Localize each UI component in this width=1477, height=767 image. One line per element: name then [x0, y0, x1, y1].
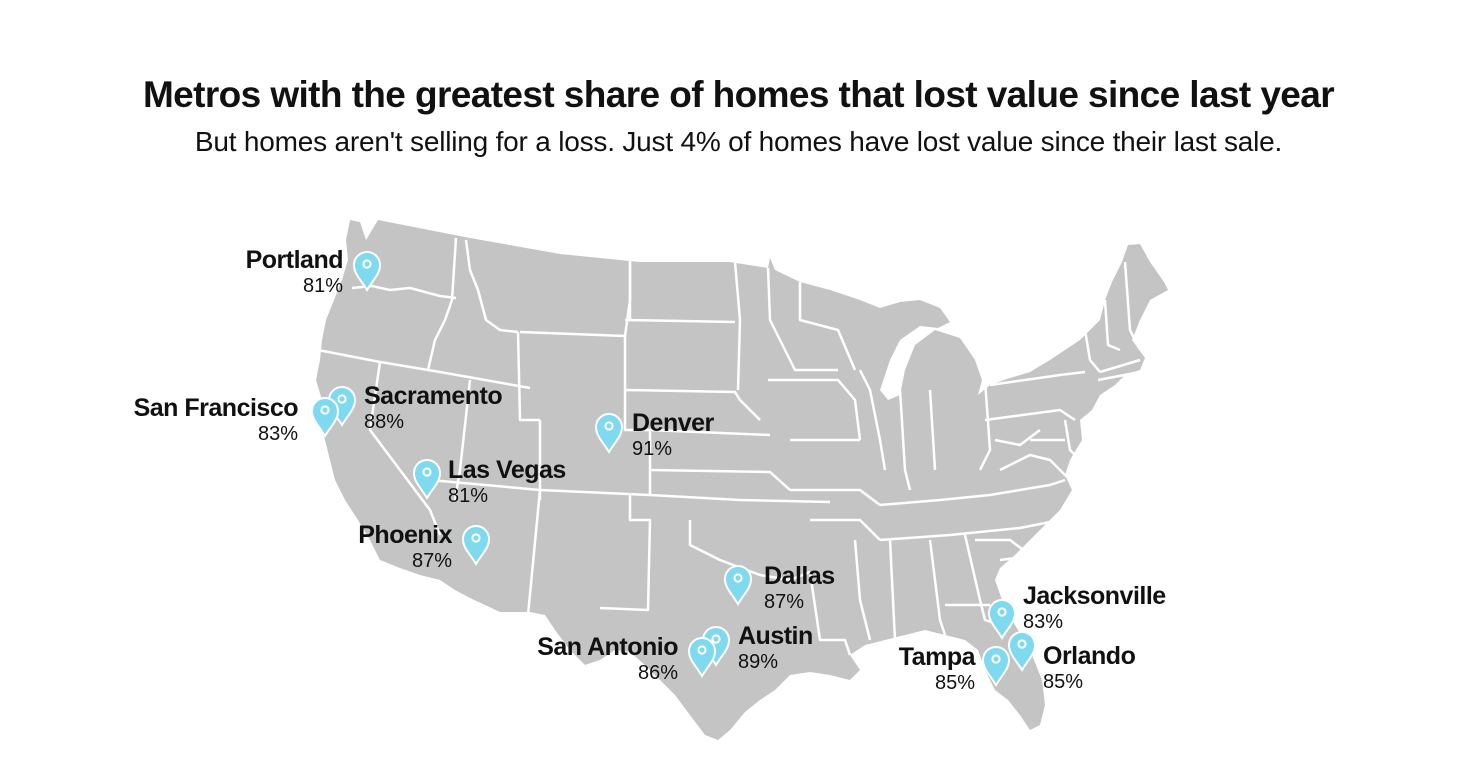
metro-value: 85% — [1043, 671, 1084, 693]
metro-name: San Francisco — [133, 394, 299, 422]
metro-name: Orlando — [1043, 642, 1136, 670]
map-pin-icon-portland[interactable] — [352, 250, 382, 292]
map-pin-icon-las-vegas[interactable] — [412, 458, 442, 500]
map-pin-icon-san-francisco[interactable] — [310, 396, 340, 438]
metro-label-san-antonio: San Antonio 86% — [450, 633, 678, 684]
metro-label-tampa: Tampa 85% — [850, 643, 976, 694]
page-title: Metros with the greatest share of homes … — [142, 74, 1335, 115]
metro-label-austin: Austin 89% — [738, 622, 813, 673]
state-borders — [317, 237, 1142, 656]
page-subtitle: But homes aren't selling for a loss. Jus… — [194, 126, 1283, 157]
map-pin-icon-san-antonio[interactable] — [687, 636, 717, 678]
metro-name: Denver — [632, 409, 714, 437]
metro-name: Tampa — [898, 643, 976, 671]
metro-label-las-vegas: Las Vegas 81% — [448, 456, 566, 507]
metro-value: 87% — [764, 591, 805, 613]
map-pin-icon-dallas[interactable] — [723, 564, 753, 606]
map-pin-icon-phoenix[interactable] — [461, 524, 491, 566]
metro-name: Austin — [738, 622, 813, 650]
metro-label-dallas: Dallas 87% — [764, 562, 835, 613]
metro-value: 83% — [1023, 611, 1064, 633]
metro-value: 81% — [448, 485, 489, 507]
map-pin-icon-jacksonville[interactable] — [987, 598, 1017, 640]
metro-name: Portland — [245, 246, 344, 274]
metro-value: 91% — [632, 438, 673, 460]
metro-name: Las Vegas — [448, 456, 566, 484]
metro-name: Dallas — [764, 562, 835, 590]
metro-value: 85% — [934, 672, 975, 694]
metro-value: 86% — [637, 662, 678, 684]
metro-name: Phoenix — [358, 521, 452, 549]
metro-value: 88% — [364, 411, 405, 433]
metro-label-san-francisco: San Francisco 83% — [60, 394, 299, 445]
metro-value: 89% — [738, 651, 779, 673]
metro-label-orlando: Orlando 85% — [1043, 642, 1136, 693]
metro-label-denver: Denver 91% — [632, 409, 714, 460]
map-pin-icon-orlando[interactable] — [1007, 630, 1037, 672]
metro-value: 81% — [302, 275, 343, 297]
metro-value: 87% — [411, 550, 452, 572]
map-pin-icon-tampa[interactable] — [981, 645, 1011, 687]
map-pin-icon-denver[interactable] — [594, 412, 624, 454]
metro-label-jacksonville: Jacksonville 83% — [1023, 582, 1166, 633]
metro-value: 83% — [257, 423, 298, 445]
metro-name: Sacramento — [364, 382, 503, 410]
metro-label-sacramento: Sacramento 88% — [364, 382, 503, 433]
metro-name: Jacksonville — [1023, 582, 1166, 610]
metro-label-portland: Portland 81% — [200, 246, 344, 297]
metro-name: San Antonio — [537, 633, 678, 661]
metro-label-phoenix: Phoenix 87% — [300, 521, 452, 572]
